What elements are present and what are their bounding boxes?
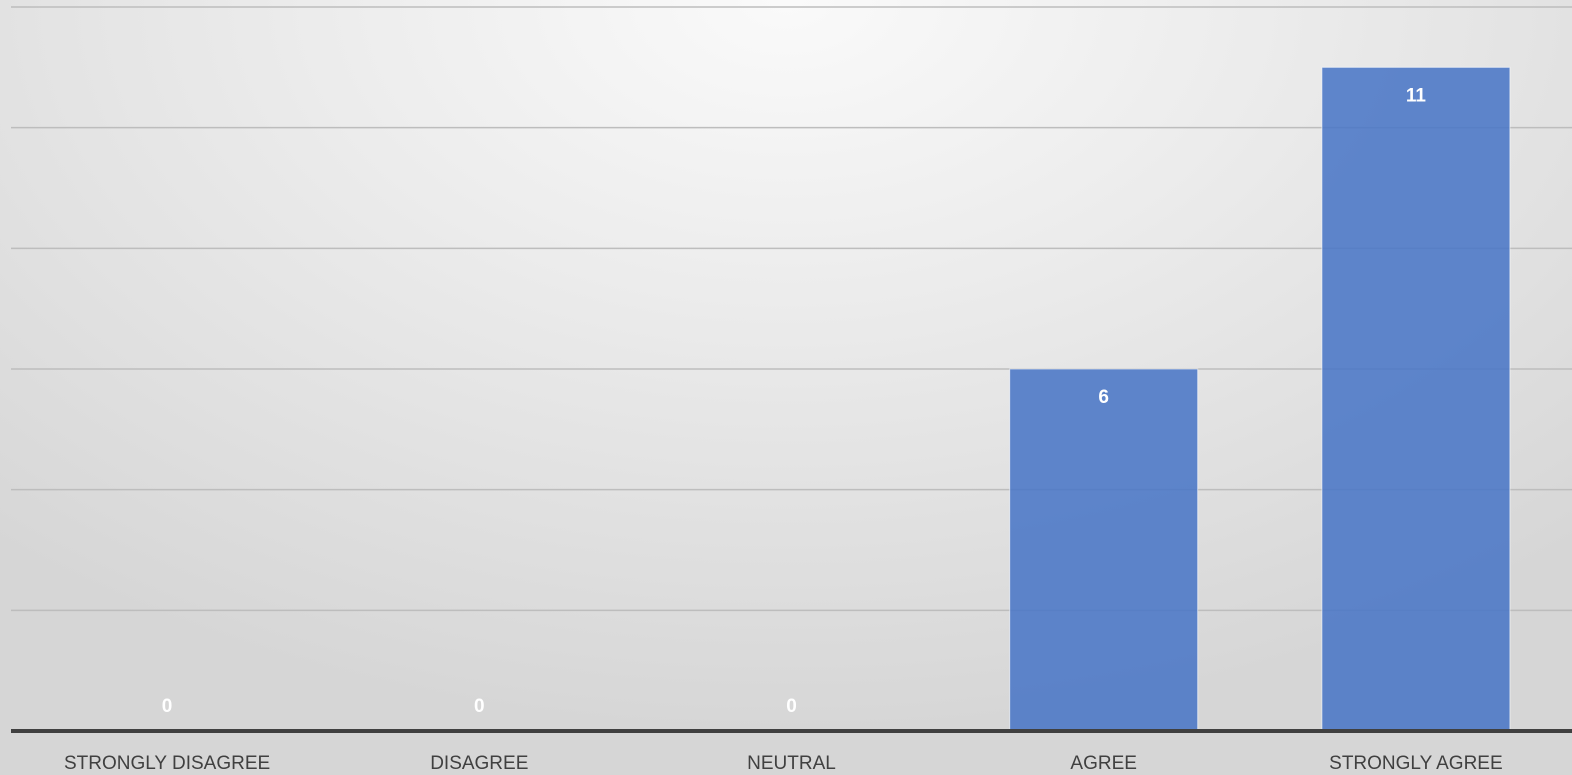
- x-tick-label: AGREE: [1070, 753, 1137, 774]
- data-label: 0: [474, 696, 485, 717]
- x-tick-label: NEUTRAL: [747, 753, 836, 774]
- data-label: 11: [1406, 85, 1427, 106]
- data-labels: 0 0 0 6 11: [162, 85, 1427, 717]
- bar: [1321, 66, 1511, 732]
- x-tick-labels: STRONGLY DISAGREE DISAGREE NEUTRAL AGREE STR…: [64, 753, 1503, 774]
- x-tick-label: DISAGREE: [430, 753, 528, 774]
- data-label: 0: [786, 696, 797, 717]
- bars: [1009, 66, 1511, 732]
- data-label: 0: [162, 696, 173, 717]
- bar: [1009, 368, 1199, 732]
- x-tick-label: STRONGLY AGREE: [1329, 753, 1503, 774]
- gridlines: [11, 6, 1572, 612]
- x-tick-label: STRONGLY DISAGREE: [64, 753, 270, 774]
- data-label: 6: [1098, 387, 1109, 408]
